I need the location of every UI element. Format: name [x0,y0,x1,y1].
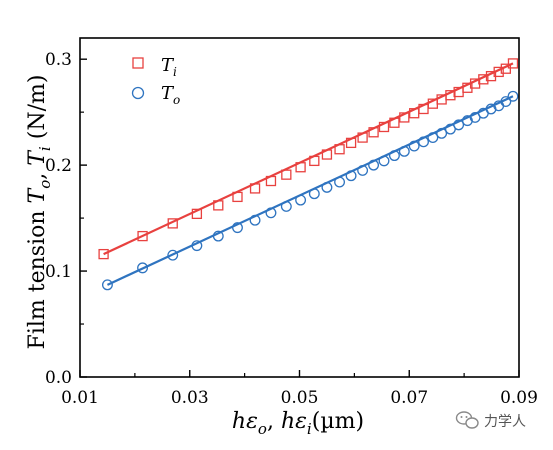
y-axis-label: Film tension To, Ti (N/m) [25,75,54,350]
data-point-t-i [232,191,243,203]
data-point-t-i [321,149,333,160]
data-point-t-o [500,96,512,108]
y-tick-label: 0.0 [45,368,72,388]
legend-square-marker [132,57,144,69]
y-tick-label: 0.1 [45,262,72,282]
data-point-t-i [249,183,261,194]
series-t-i [98,58,519,260]
data-point-t-o [308,188,320,200]
data-point-t-i [500,63,511,74]
data-point-t-i [309,155,320,167]
x-axis-label: hεo, hεi(µm) [232,409,364,438]
data-point-t-o [295,194,307,206]
data-point-t-o [418,136,429,148]
data-point-t-o [453,119,465,131]
data-point-t-o [368,159,380,171]
data-point-t-o [191,240,203,252]
data-point-t-o [398,145,410,157]
data-point-t-o [232,222,243,234]
data-point-t-i [295,162,306,173]
data-point-t-i [378,121,390,133]
data-point-t-o [469,112,481,123]
y-tick-label: 0.3 [45,50,72,70]
data-point-t-o [265,207,277,219]
wechat-icon [455,411,479,429]
data-point-t-i [368,127,379,138]
data-point-t-o [101,279,113,291]
data-point-t-i [167,218,178,229]
data-point-t-i [478,74,489,85]
legend-label-ti: Ti [161,55,177,79]
data-point-t-i [98,248,109,260]
data-point-t-o [321,181,333,193]
x-tick-label: 0.09 [500,388,538,408]
legend: Ti To [131,55,180,107]
data-point-t-i [418,103,429,115]
data-point-t-i [137,230,148,242]
data-point-t-i [357,132,368,143]
data-point-t-o [345,170,357,182]
legend-label-to: To [161,83,180,107]
data-point-t-i [334,144,345,155]
data-point-t-i [445,90,456,101]
x-tick-label: 0.01 [61,388,99,408]
series-layer [98,58,519,291]
data-point-t-o [249,214,261,226]
data-point-t-o [444,123,456,135]
x-tick-label: 0.03 [171,388,209,408]
tick-layer: 0.01 0.03 0.05 0.07 0.09 0.0 0.1 0.2 0.3 [45,50,538,408]
data-point-t-o [436,127,448,139]
data-point-t-i [345,137,357,149]
data-point-t-o [137,262,149,274]
data-point-t-i [493,66,504,78]
data-point-t-o [408,140,420,152]
data-point-t-o [280,200,292,212]
data-point-t-o [212,230,224,242]
data-point-t-o [167,249,179,261]
data-point-t-o [388,150,400,162]
data-point-t-o [427,132,439,144]
data-point-t-i [281,169,292,180]
data-point-t-i [399,112,410,123]
data-point-t-i [265,175,277,187]
data-point-t-i [389,117,400,128]
data-point-t-i [191,208,203,220]
data-point-t-o [378,155,390,167]
x-tick-label: 0.07 [390,388,428,408]
series-t-o [101,90,519,291]
x-tick-label: 0.05 [281,388,319,408]
data-point-t-o [507,90,519,102]
legend-circle-marker [131,86,145,100]
data-point-t-i [507,58,519,69]
watermark-text: 力学人 [484,414,526,430]
y-tick-label: 0.2 [45,156,72,176]
data-point-t-o [334,176,346,188]
watermark: 力学人 [455,411,526,430]
data-point-t-i [213,200,224,211]
data-point-t-o [357,164,369,176]
